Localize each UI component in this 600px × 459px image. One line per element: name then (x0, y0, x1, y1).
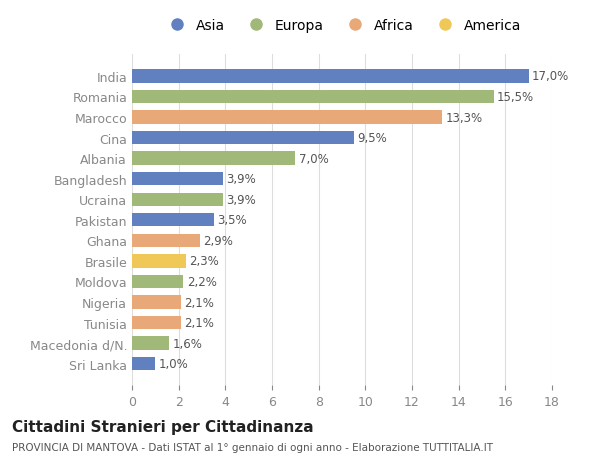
Bar (132, 234, 200, 247)
Text: 7,0%: 7,0% (299, 152, 329, 165)
Text: 2,9%: 2,9% (203, 235, 233, 247)
Bar (132, 296, 181, 309)
Bar (132, 316, 181, 330)
Bar (132, 337, 169, 350)
Bar (132, 111, 442, 124)
Text: PROVINCIA DI MANTOVA - Dati ISTAT al 1° gennaio di ogni anno - Elaborazione TUTT: PROVINCIA DI MANTOVA - Dati ISTAT al 1° … (12, 442, 493, 452)
Bar (132, 255, 185, 268)
Bar (132, 275, 184, 289)
Bar (132, 90, 494, 104)
Bar (132, 357, 155, 370)
Text: 1,6%: 1,6% (173, 337, 203, 350)
Text: 3,9%: 3,9% (227, 173, 256, 186)
Text: 17,0%: 17,0% (532, 70, 569, 83)
Text: 2,2%: 2,2% (187, 275, 217, 288)
Text: 2,1%: 2,1% (185, 316, 214, 330)
Text: 2,3%: 2,3% (189, 255, 219, 268)
Bar (132, 70, 529, 84)
Text: 3,9%: 3,9% (227, 193, 256, 206)
Text: 9,5%: 9,5% (357, 132, 387, 145)
Text: 2,1%: 2,1% (185, 296, 214, 309)
Text: Cittadini Stranieri per Cittadinanza: Cittadini Stranieri per Cittadinanza (12, 420, 314, 435)
Legend: Asia, Europa, Africa, America: Asia, Europa, Africa, America (163, 19, 521, 33)
Text: 15,5%: 15,5% (497, 91, 534, 104)
Bar (132, 213, 214, 227)
Text: 1,0%: 1,0% (159, 358, 188, 370)
Bar (132, 132, 353, 145)
Bar (132, 152, 295, 165)
Bar (132, 173, 223, 186)
Text: 13,3%: 13,3% (446, 111, 483, 124)
Bar (132, 193, 223, 207)
Text: 3,5%: 3,5% (217, 214, 247, 227)
